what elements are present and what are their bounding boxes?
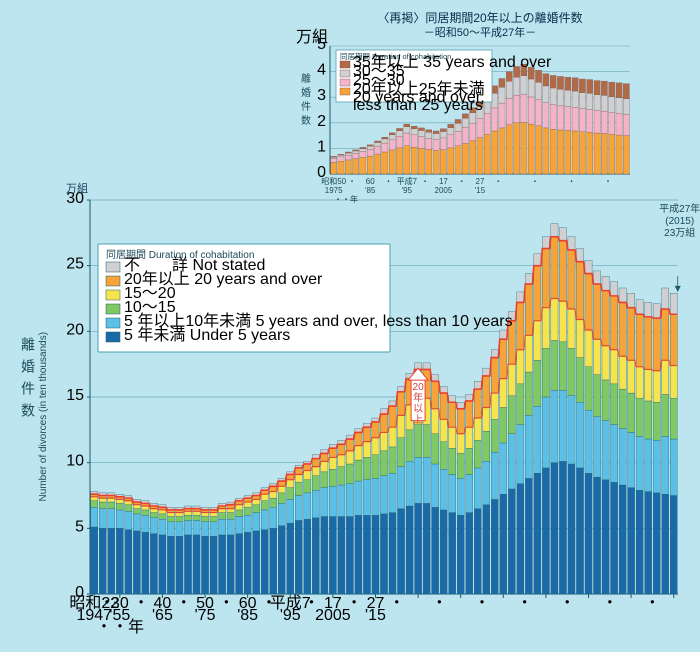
svg-text:'95: '95: [402, 186, 413, 195]
svg-text:・: ・: [385, 177, 393, 186]
svg-text:・: ・: [389, 595, 405, 612]
svg-text:・: ・: [559, 595, 575, 612]
svg-text:・: ・: [431, 595, 447, 612]
svg-text:(2015): (2015): [665, 216, 694, 227]
svg-text:・: ・: [346, 595, 362, 612]
svg-text:'75: '75: [195, 607, 216, 624]
svg-text:平成7: 平成7: [397, 176, 418, 186]
svg-text:・: ・: [218, 595, 234, 612]
svg-text:23万組: 23万組: [664, 226, 695, 239]
svg-text:3: 3: [317, 87, 326, 104]
svg-text:上: 上: [413, 414, 423, 426]
svg-text:1: 1: [317, 138, 326, 155]
svg-text:・・年: ・・年: [96, 618, 144, 636]
svg-text:'15: '15: [365, 607, 386, 624]
svg-text:20: 20: [413, 382, 425, 393]
svg-text:・: ・: [348, 177, 356, 186]
svg-text:5: 5: [75, 518, 84, 535]
svg-text:20: 20: [66, 321, 84, 338]
svg-text:1975: 1975: [325, 186, 343, 195]
svg-text:離婚件数: 離婚件数: [21, 337, 35, 419]
svg-text:・: ・: [458, 177, 466, 186]
svg-text:60: 60: [366, 177, 375, 186]
svg-text:'85: '85: [365, 186, 376, 195]
svg-text:・: ・: [531, 177, 539, 186]
svg-text:・: ・: [604, 177, 612, 186]
svg-text:・・年: ・・年: [334, 194, 358, 204]
svg-text:・: ・: [602, 595, 618, 612]
svg-text:'15: '15: [475, 186, 486, 195]
chart-container: { "background_color": "#bde5ef", "main":…: [0, 0, 700, 652]
svg-text:昭和50: 昭和50: [321, 177, 346, 186]
svg-text:・: ・: [474, 595, 490, 612]
svg-text:4: 4: [317, 62, 326, 79]
svg-text:25: 25: [66, 256, 84, 273]
svg-text:2005: 2005: [435, 186, 453, 195]
svg-text:・: ・: [567, 177, 575, 186]
svg-text:5 年未満 Under 5 years: 5 年未満 Under 5 years: [124, 326, 290, 344]
svg-text:27: 27: [476, 177, 485, 186]
svg-text:・: ・: [176, 595, 192, 612]
svg-text:〈再掲〉同居期間20年以上の離婚件数: 〈再掲〉同居期間20年以上の離婚件数: [377, 10, 582, 25]
svg-text:・: ・: [494, 177, 502, 186]
svg-text:5: 5: [317, 36, 326, 53]
svg-text:'65: '65: [152, 607, 173, 624]
svg-text:17: 17: [439, 177, 448, 186]
svg-text:・: ・: [644, 595, 660, 612]
svg-text:万組: 万組: [66, 182, 88, 195]
svg-text:年: 年: [413, 391, 423, 404]
svg-text:平成27年: 平成27年: [659, 202, 700, 215]
svg-text:'85: '85: [237, 607, 258, 624]
svg-text:・: ・: [421, 177, 429, 186]
svg-text:以: 以: [413, 404, 423, 415]
svg-text:less than 25 years: less than 25 years: [353, 97, 483, 114]
svg-text:Number of divorces (in ten th: Number of divorces (in ten thousands): [38, 332, 49, 502]
svg-text:・: ・: [133, 595, 149, 612]
svg-text:'95: '95: [280, 607, 301, 624]
svg-text:離婚件数: 離婚件数: [301, 72, 311, 127]
svg-text:－昭和50～平成27年－: －昭和50～平成27年－: [424, 25, 536, 39]
svg-text:2: 2: [317, 113, 326, 130]
svg-text:10: 10: [66, 453, 84, 470]
chart-svg: 051015202530万組昭和221947・30'55・40'65・50'75…: [0, 0, 700, 652]
svg-text:・: ・: [517, 595, 533, 612]
svg-text:15: 15: [66, 387, 84, 404]
